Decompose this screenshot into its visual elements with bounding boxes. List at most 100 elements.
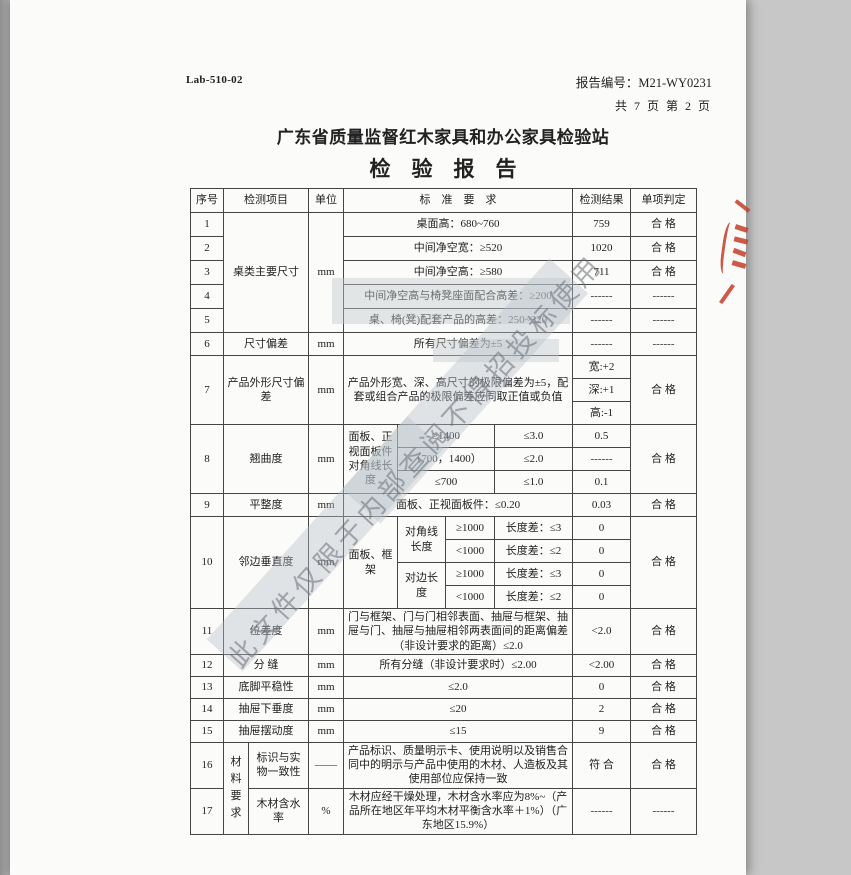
standard-range: ≥1400: [397, 424, 495, 448]
judgment-cell: 合 格: [630, 675, 697, 699]
result-cell: 1020: [572, 236, 631, 261]
judgment-cell: 合 格: [630, 493, 697, 517]
report-title: 检 验 报 告: [369, 158, 517, 181]
result-cell: 0.1: [572, 470, 631, 494]
table-header-row: 序号 检测项目 单位 标 准 要 求 检测结果 单项判定: [190, 188, 697, 213]
standard-range: ≥1000: [445, 562, 495, 586]
standard-range: ≥1000: [445, 516, 495, 540]
header-standard: 标 准 要 求: [343, 188, 573, 213]
table-row: 14 抽屉下垂度 mm ≤20 2 合 格: [190, 697, 697, 721]
page-count-info: 共 7 页 第 2 页: [614, 99, 712, 113]
result-cell: 0: [572, 539, 631, 563]
standard-range: <1000: [445, 585, 495, 609]
standard-cell: 中间净空高与椅凳座面配合高差：≥200: [343, 284, 573, 309]
table-row: 2 中间净空宽：≥520 1020 合 格: [190, 236, 697, 261]
result-cell: 759: [572, 212, 631, 237]
result-cell: 0: [572, 585, 631, 609]
judgment-cell: 合 格: [630, 260, 697, 285]
row-no: 17: [190, 787, 224, 835]
judgment-cell: 合 格: [630, 608, 697, 655]
inspection-table: 序号 检测项目 单位 标 准 要 求 检测结果 单项判定 1 桌类主要尺寸 mm…: [190, 188, 697, 835]
table-row: 对边长度 ≥1000 长度差：≤3 0: [191, 562, 697, 609]
table-row: 10 邻边垂直度 mm 面板、框架 对角线长度 ≥1000 长度差：≤3 0 合…: [190, 516, 697, 609]
test-item: 抽屉下垂度: [223, 697, 309, 721]
unit-cell: mm: [308, 719, 344, 743]
document-code: Lab-510-02: [186, 74, 243, 86]
result-cell: 宽:+2: [572, 355, 631, 379]
standard-cell: ≤2.0: [343, 675, 573, 699]
unit-cell: ——: [308, 741, 344, 789]
standard-cell: 木材应经干燥处理，木材含水率应为8%~（产品所在地区年平均木材平衡含水率＋1%）…: [343, 787, 573, 835]
header-result: 检测结果: [572, 188, 631, 213]
table-row: 6 尺寸偏差 mm 所有尺寸偏差为±5 ------ ------: [190, 332, 697, 356]
judgment-cell: 合 格: [630, 355, 697, 425]
header-unit: 单位: [308, 188, 344, 213]
table-row: 7 产品外形尺寸偏差 mm 产品外形宽、深、高尺寸的极限偏差为±5，配套或组合产…: [190, 355, 697, 425]
standard-limit: 长度差：≤2: [494, 585, 573, 609]
unit-cell: mm: [308, 424, 344, 494]
item-group-label: 材料要求: [223, 741, 249, 835]
standard-range: （700，1400）: [397, 447, 495, 471]
standard-cell: 中间净空宽：≥520: [343, 236, 573, 261]
result-cell: 0: [572, 516, 631, 540]
standard-cell: 所有尺寸偏差为±5: [343, 332, 573, 356]
standard-cell: 桌、椅(凳)配套产品的高差：250~320: [343, 308, 573, 333]
table-row: 13 底脚平稳性 mm ≤2.0 0 合 格: [190, 675, 697, 699]
unit-cell: mm: [308, 608, 344, 655]
report-number-value: M21-WY0231: [638, 76, 712, 90]
table-row: 1 桌类主要尺寸 mm 桌面高：680~760 759 合 格: [190, 212, 697, 333]
judgment-cell: 合 格: [630, 719, 697, 743]
table-row: 17 木材含水率 % 木材应经干燥处理，木材含水率应为8%~（产品所在地区年平均…: [190, 787, 697, 835]
judgment-cell: 合 格: [630, 236, 697, 261]
unit-cell: mm: [308, 355, 344, 425]
row-no: 15: [190, 719, 224, 743]
result-cell: <2.0: [572, 608, 631, 655]
judgment-cell: ------: [630, 332, 697, 356]
judgment-cell: ------: [630, 787, 697, 835]
test-item: 标识与实物一致性: [248, 741, 309, 789]
table-row: 12 分 缝 mm 所有分缝（非设计要求时）≤2.00 <2.00 合 格: [190, 653, 697, 677]
unit-cell: mm: [308, 697, 344, 721]
row-no: 8: [190, 424, 224, 494]
test-item: 平整度: [223, 493, 309, 517]
result-cell: 高:-1: [572, 401, 631, 425]
result-cell: 0.03: [572, 493, 631, 517]
result-cell: 0.5: [572, 424, 631, 448]
result-cell: 711: [572, 260, 631, 285]
standard-group-label: 对角线长度: [397, 516, 446, 563]
standard-range: ≤700: [397, 470, 495, 494]
row-no: 2: [190, 236, 224, 261]
row-no: 9: [190, 493, 224, 517]
standard-cell: 产品标识、质量明示卡、使用说明以及销售合同中的明示与产品中使用的木材、人造板及其…: [343, 741, 573, 789]
result-cell: ------: [572, 284, 631, 309]
row-no: 11: [190, 608, 224, 655]
result-cell: 符 合: [572, 741, 631, 789]
judgment-cell: 合 格: [630, 741, 697, 789]
row-no: 16: [190, 741, 224, 789]
test-item: 邻边垂直度: [223, 516, 309, 609]
table-row: 9 平整度 mm 面板、正视面板件：≤0.20 0.03 合 格: [190, 493, 697, 517]
table-row: （700，1400） ≤2.0 ------: [191, 447, 697, 471]
standard-cell: 桌面高：680~760: [343, 212, 573, 237]
unit-cell: mm: [308, 493, 344, 517]
test-item: 翘曲度: [223, 424, 309, 494]
standard-cell: ≤20: [343, 697, 573, 721]
result-cell: 9: [572, 719, 631, 743]
table-row: 4 中间净空高与椅凳座面配合高差：≥200 ------ ------: [190, 284, 697, 309]
standard-limit: ≤3.0: [494, 424, 573, 448]
unit-cell: mm: [308, 332, 344, 356]
test-item: 底脚平稳性: [223, 675, 309, 699]
header-judgment: 单项判定: [630, 188, 697, 213]
header-no: 序号: [190, 188, 224, 213]
standard-cell: 产品外形宽、深、高尺寸的极限偏差为±5，配套或组合产品的极限偏差应同取正值或负值: [343, 355, 573, 425]
unit-cell: %: [308, 787, 344, 835]
judgment-cell: 合 格: [630, 697, 697, 721]
result-cell: 深:+1: [572, 378, 631, 402]
header-item: 检测项目: [223, 188, 309, 213]
standard-limit: 长度差：≤2: [494, 539, 573, 563]
standard-limit: ≤1.0: [494, 470, 573, 494]
judgment-cell: 合 格: [630, 424, 697, 494]
paper-sheet: Lab-510-02 报告编号：M21-WY0231 共 7 页 第 2 页 广…: [10, 0, 751, 875]
standard-cell: 门与框架、门与门相邻表面、抽屉与框架、抽屉与门、抽屉与抽屉相邻两表面间的距离偏差…: [343, 608, 573, 655]
test-item: 分 缝: [223, 653, 309, 677]
